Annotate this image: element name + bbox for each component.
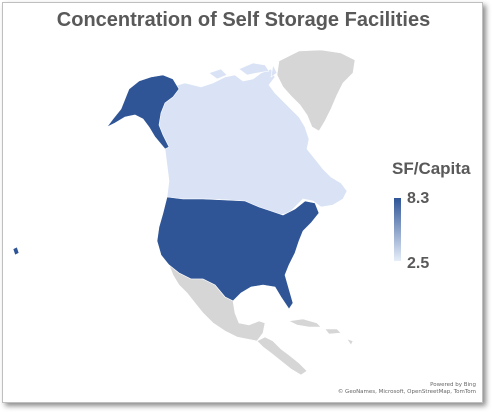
attribution-credits: © GeoNames, Microsoft, OpenStreetMap, To… — [337, 389, 476, 395]
map-canvas — [12, 49, 356, 376]
legend-color-scale — [394, 198, 401, 261]
region-alaska[interactable] — [106, 74, 180, 150]
legend-title: SF/Capita — [392, 159, 471, 178]
legend-min-label: 2.5 — [407, 255, 430, 272]
region-central-america[interactable] — [256, 336, 308, 376]
region-hawaii[interactable] — [12, 246, 20, 256]
region-caribbean[interactable] — [288, 318, 354, 346]
map-attribution: Powered by Bing © GeoNames, Microsoft, O… — [338, 382, 476, 396]
region-greenland[interactable] — [276, 49, 356, 132]
region-united-states[interactable] — [156, 196, 320, 310]
region-mexico[interactable] — [168, 264, 266, 342]
legend-max-label: 8.3 — [407, 190, 430, 207]
map-chart-frame: Concentration of Self Storage Facilities… — [2, 2, 483, 403]
attribution-powered-by: Powered by Bing — [430, 382, 476, 388]
chart-title: Concentration of Self Storage Facilities — [56, 9, 431, 31]
region-canada-islands[interactable] — [208, 62, 278, 80]
